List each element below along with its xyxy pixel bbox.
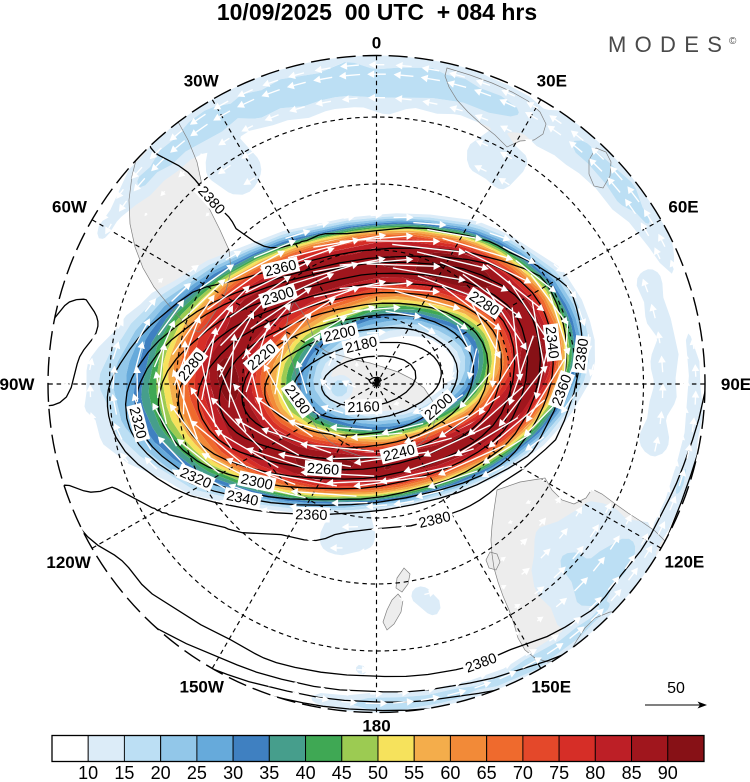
svg-text:35: 35 bbox=[259, 763, 279, 782]
svg-text:30E: 30E bbox=[537, 72, 567, 91]
svg-text:2340: 2340 bbox=[542, 326, 562, 360]
svg-text:75: 75 bbox=[549, 763, 569, 782]
svg-text:10: 10 bbox=[78, 763, 98, 782]
svg-text:80: 80 bbox=[585, 763, 605, 782]
svg-text:2260: 2260 bbox=[306, 461, 339, 479]
svg-text:90E: 90E bbox=[721, 375, 750, 394]
svg-text:2340: 2340 bbox=[225, 488, 260, 510]
svg-text:60: 60 bbox=[440, 763, 460, 782]
svg-text:30: 30 bbox=[223, 763, 243, 782]
svg-text:85: 85 bbox=[622, 763, 642, 782]
svg-text:90: 90 bbox=[658, 763, 678, 782]
svg-text:2380: 2380 bbox=[417, 509, 452, 532]
svg-text:2160: 2160 bbox=[347, 399, 380, 416]
svg-text:90W: 90W bbox=[0, 375, 35, 394]
svg-text:2300: 2300 bbox=[239, 471, 274, 494]
svg-text:2360: 2360 bbox=[295, 507, 328, 524]
svg-text:55: 55 bbox=[404, 763, 424, 782]
svg-text:65: 65 bbox=[477, 763, 497, 782]
svg-text:45: 45 bbox=[332, 763, 352, 782]
svg-text:2240: 2240 bbox=[382, 442, 417, 465]
svg-text:15: 15 bbox=[114, 763, 134, 782]
svg-text:40: 40 bbox=[296, 763, 316, 782]
svg-text:50: 50 bbox=[368, 763, 388, 782]
svg-text:60W: 60W bbox=[52, 198, 88, 217]
svg-text:©: © bbox=[729, 36, 737, 47]
svg-text:180: 180 bbox=[362, 717, 390, 736]
svg-text:2360: 2360 bbox=[263, 257, 298, 280]
svg-text:150E: 150E bbox=[531, 678, 571, 697]
svg-text:150W: 150W bbox=[179, 678, 224, 697]
svg-text:2200: 2200 bbox=[322, 323, 357, 346]
svg-text:0: 0 bbox=[372, 34, 381, 53]
svg-text:2180: 2180 bbox=[344, 334, 379, 357]
svg-text:120E: 120E bbox=[665, 553, 705, 572]
svg-text:25: 25 bbox=[187, 763, 207, 782]
svg-text:50: 50 bbox=[667, 680, 685, 697]
svg-text:20: 20 bbox=[151, 763, 171, 782]
svg-text:120W: 120W bbox=[46, 553, 91, 572]
svg-text:30W: 30W bbox=[184, 72, 220, 91]
svg-text:2380: 2380 bbox=[572, 338, 592, 372]
svg-text:10/09/2025 00 UTC + 084 hrs: 10/09/2025 00 UTC + 084 hrs bbox=[217, 0, 537, 25]
svg-text:60E: 60E bbox=[668, 198, 698, 217]
svg-text:MODES: MODES bbox=[608, 32, 730, 57]
svg-text:2320: 2320 bbox=[125, 405, 149, 440]
svg-text:70: 70 bbox=[513, 763, 533, 782]
